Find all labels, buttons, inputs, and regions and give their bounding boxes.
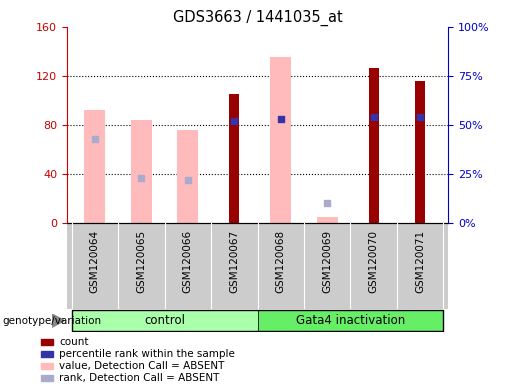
Text: GSM120069: GSM120069 <box>322 230 332 293</box>
Point <box>184 177 192 183</box>
Title: GDS3663 / 1441035_at: GDS3663 / 1441035_at <box>173 9 342 25</box>
Bar <box>270 58 291 223</box>
Text: GSM120070: GSM120070 <box>369 230 379 293</box>
Text: Gata4 inactivation: Gata4 inactivation <box>296 314 405 327</box>
Text: value, Detection Call = ABSENT: value, Detection Call = ABSENT <box>59 361 225 371</box>
Point <box>277 116 285 122</box>
Bar <box>317 217 338 223</box>
Bar <box>41 375 53 381</box>
Text: GSM120065: GSM120065 <box>136 230 146 293</box>
Bar <box>41 351 53 357</box>
Text: percentile rank within the sample: percentile rank within the sample <box>59 349 235 359</box>
Bar <box>72 310 258 331</box>
Bar <box>84 110 105 223</box>
Text: control: control <box>144 314 185 327</box>
Bar <box>131 120 152 223</box>
Point <box>230 118 238 124</box>
Text: count: count <box>59 337 89 347</box>
Point <box>137 175 145 181</box>
Text: GSM120067: GSM120067 <box>229 230 239 293</box>
Text: GSM120071: GSM120071 <box>415 230 425 293</box>
Bar <box>258 310 443 331</box>
Text: GSM120068: GSM120068 <box>276 230 286 293</box>
Text: genotype/variation: genotype/variation <box>3 316 101 326</box>
Bar <box>415 81 425 223</box>
Text: GSM120064: GSM120064 <box>90 230 100 293</box>
Bar <box>229 94 239 223</box>
Bar <box>177 130 198 223</box>
Bar <box>369 68 379 223</box>
Point <box>91 136 99 142</box>
Bar <box>41 363 53 369</box>
Point <box>416 114 424 120</box>
Point <box>370 114 378 120</box>
Point <box>323 200 331 206</box>
Text: rank, Detection Call = ABSENT: rank, Detection Call = ABSENT <box>59 373 219 383</box>
Bar <box>41 339 53 345</box>
Text: GSM120066: GSM120066 <box>183 230 193 293</box>
Polygon shape <box>52 314 64 328</box>
